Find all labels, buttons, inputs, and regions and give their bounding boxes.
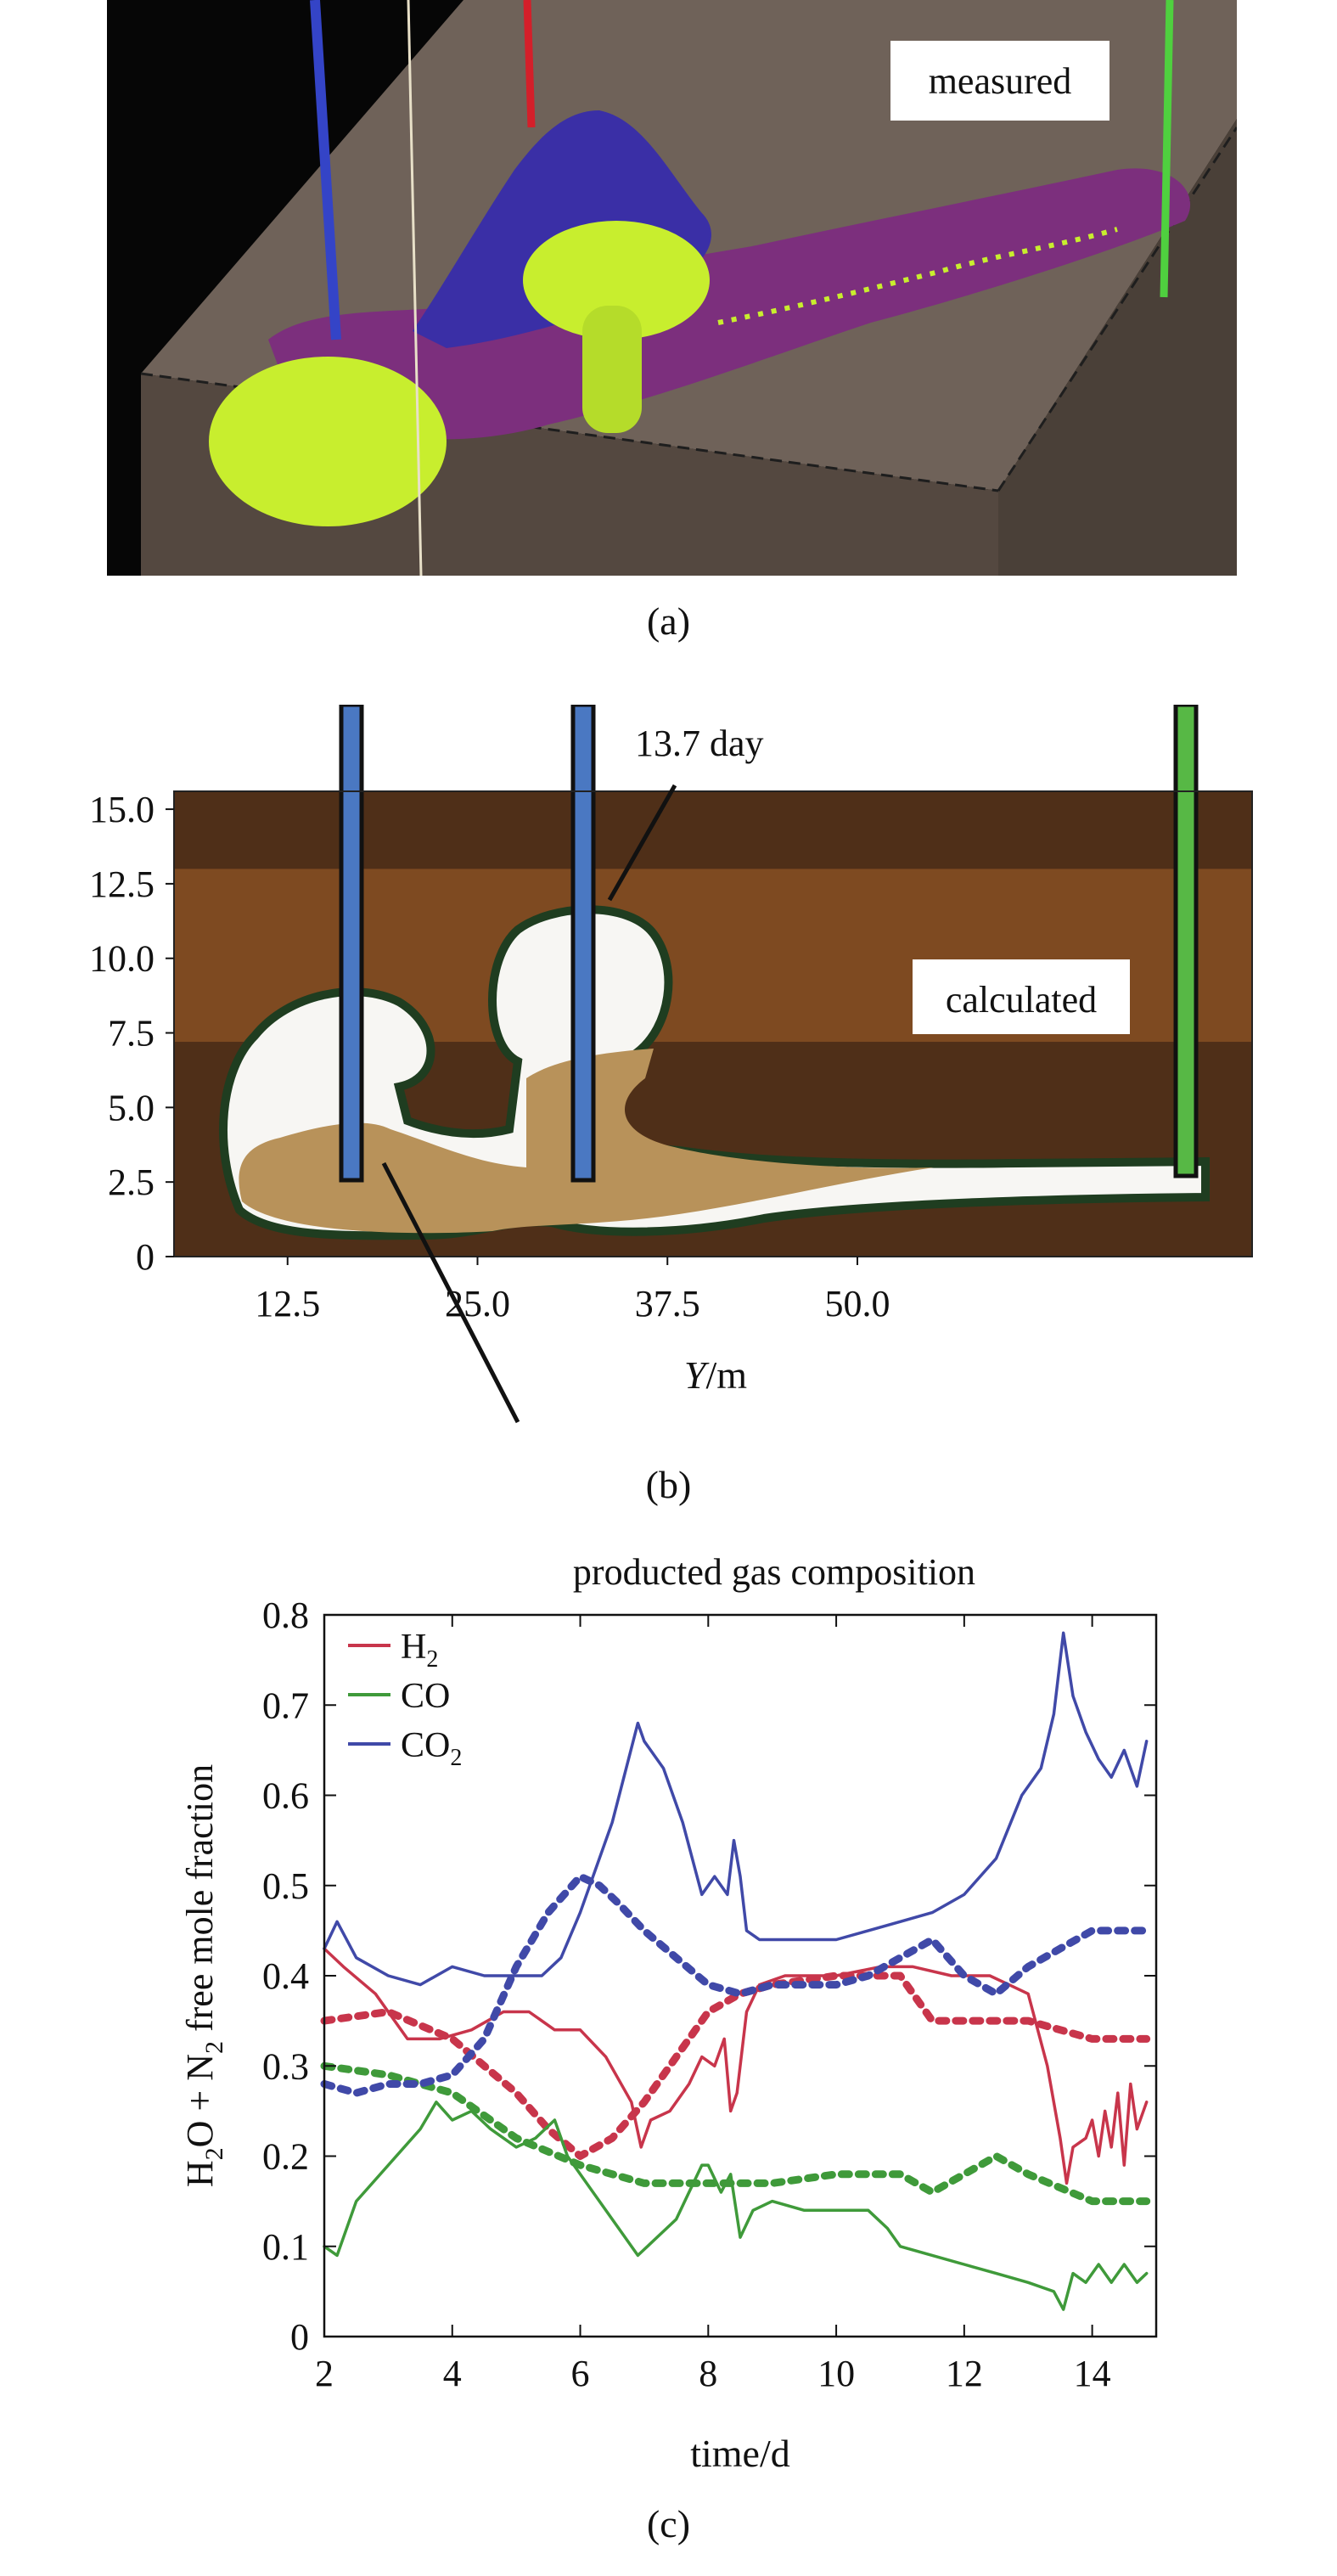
series-co2-dashed xyxy=(320,1872,1151,2097)
c-xtick-label: 6 xyxy=(571,2353,590,2394)
b-frame xyxy=(173,790,1253,1257)
panel-c-gas-composition-chart: producted gas composition 2 4 6 8 10 12 14 0 0.1… xyxy=(0,1545,1337,2572)
legend-label: CO xyxy=(401,1677,450,1716)
well-blue-line xyxy=(310,0,341,340)
c-ytick-label: 0.8 xyxy=(262,1595,309,1636)
b-xlabel: Y/m xyxy=(684,1353,747,1397)
block-edge-dashed xyxy=(140,372,999,492)
measured-label: measured xyxy=(929,60,1072,102)
c-ytick-label: 0.6 xyxy=(262,1775,309,1817)
c-xtick-label: 4 xyxy=(443,2353,462,2394)
calculated-section-svg: 02.55.07.510.012.515.012.5 25.0 37.5 50.0 c… xyxy=(89,702,1253,1424)
well-red-line xyxy=(523,0,536,128)
c-ytick-label: 0.5 xyxy=(262,1865,309,1907)
b-well-right xyxy=(1173,702,1199,1178)
block-edge-dashed-right xyxy=(997,127,1239,492)
panel-b-calculated-section: 0 2.5 5.0 7.5 10.0 12.5 15.0 12.5 25.0 37.5 50.0 c… xyxy=(0,702,1337,1460)
c-xtick-label: 12 xyxy=(946,2353,983,2394)
caption-a: (a) xyxy=(646,599,691,643)
c-ytick-label: 0.4 xyxy=(262,1955,309,1997)
b-xlabel-unit: /m xyxy=(706,1353,748,1397)
c-xtick-label: 10 xyxy=(817,2353,855,2394)
b-xtick-label: 37.5 xyxy=(635,1283,700,1325)
legend-label: H2 xyxy=(401,1628,438,1673)
b-ytick-label: 5.0 xyxy=(108,1087,154,1128)
yellow-stem xyxy=(582,306,642,433)
c-ytick-label: 0 xyxy=(290,2316,309,2358)
yellow-speckle-trace xyxy=(717,227,1118,325)
series-co-solid xyxy=(323,2101,1149,2311)
caption-b: (b) xyxy=(645,1463,692,1506)
b-ytick-label: 0 xyxy=(136,1236,154,1278)
caption-c: (c) xyxy=(646,2502,691,2545)
c-ylabel: H2O + N2 free mole fraction xyxy=(179,1764,228,2187)
series-h2-dashed xyxy=(320,1971,1151,2160)
yellow-bulb-left xyxy=(209,357,447,526)
calculated-label: calculated xyxy=(946,979,1097,1021)
b-ytick-label: 2.5 xyxy=(108,1161,154,1203)
b-ytick-label: 10.0 xyxy=(89,938,154,980)
b-well-left xyxy=(339,702,364,1183)
c-xlabel: time/d xyxy=(690,2432,790,2475)
well-green-line xyxy=(1160,0,1174,298)
purple-cavity-body xyxy=(268,168,1191,440)
panel-a-measured-image: measured xyxy=(107,0,1239,577)
c-xtick-label: 8 xyxy=(699,2353,717,2394)
block-side-face xyxy=(998,119,1237,576)
measured-label-box xyxy=(890,41,1109,121)
b-ytick-label: 12.5 xyxy=(89,863,154,905)
c-xtick-label: 14 xyxy=(1074,2353,1111,2394)
c-xtick-label: 2 xyxy=(315,2353,334,2394)
well-white-line xyxy=(407,0,423,577)
series-h2-solid xyxy=(323,1947,1149,2185)
cavity-leader-line xyxy=(381,1161,520,1424)
chart-title: producted gas composition xyxy=(573,1551,975,1593)
series-co-dashed xyxy=(320,2061,1151,2206)
calculated-label-box xyxy=(913,959,1130,1034)
day-annotation: 13.7 day xyxy=(635,723,764,764)
measured-3d-render: measured xyxy=(107,0,1239,577)
yellow-bulb-center xyxy=(523,221,710,340)
day-annotation-leader xyxy=(607,784,677,902)
b-ytick-label: 7.5 xyxy=(108,1013,154,1055)
b-xlabel-italic: Y xyxy=(684,1353,710,1397)
b-xtick-label: 12.5 xyxy=(255,1283,320,1325)
b-well-middle xyxy=(570,702,596,1183)
legend-label: CO2 xyxy=(401,1726,462,1771)
series-co2-solid xyxy=(323,1631,1149,1987)
b-xtick-label: 50.0 xyxy=(825,1283,890,1325)
c-ytick-label: 0.7 xyxy=(262,1685,309,1726)
b-ytick-label: 15.0 xyxy=(89,789,154,830)
c-ytick-label: 0.1 xyxy=(262,2226,309,2268)
c-ytick-label: 0.2 xyxy=(262,2136,309,2178)
gas-composition-svg: producted gas composition 2 4 6 8 10 12 14 0 0.1… xyxy=(179,1551,1158,2475)
c-ytick-label: 0.3 xyxy=(262,2045,309,2087)
